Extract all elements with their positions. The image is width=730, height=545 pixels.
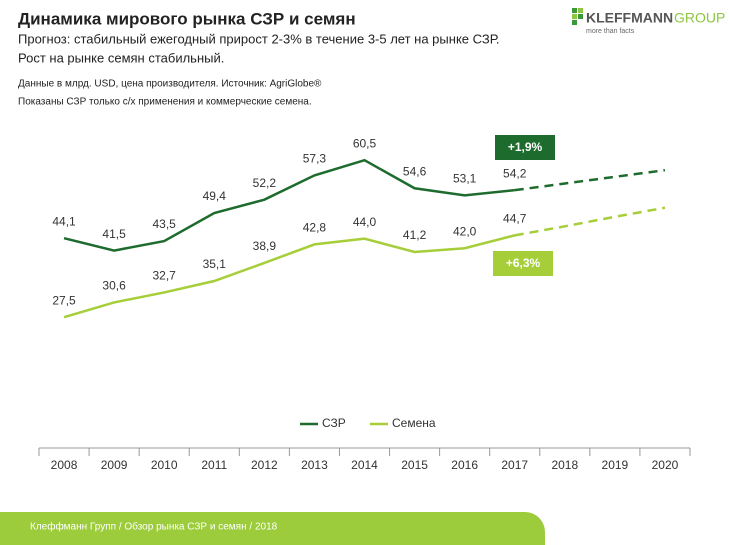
- data-label: 53,1: [453, 172, 477, 186]
- x-tick-label: 2012: [251, 458, 278, 472]
- data-label: 38,9: [253, 239, 277, 253]
- logo-name: KLEFFMANN: [586, 10, 673, 26]
- x-tick-label: 2020: [652, 458, 679, 472]
- logo-group: GROUP: [674, 10, 725, 26]
- x-tick-label: 2011: [201, 458, 227, 472]
- annotation-box: [493, 251, 553, 276]
- legend-label: Семена: [392, 416, 436, 430]
- x-tick-label: 2013: [301, 458, 328, 472]
- data-label: 44,7: [503, 212, 527, 226]
- data-label: 57,3: [303, 152, 327, 166]
- x-tick-label: 2019: [602, 458, 629, 472]
- x-tick-label: 2010: [151, 458, 178, 472]
- annotation: +1,9%: [508, 140, 543, 154]
- logo-tagline: more than facts: [586, 28, 635, 35]
- x-tick-label: 2009: [101, 458, 128, 472]
- data-label: 27,5: [52, 293, 76, 307]
- logo: KLEFFMANN GROUP more than facts: [572, 8, 725, 35]
- data-label: 54,6: [403, 164, 427, 178]
- forecast-line: [514, 168, 666, 192]
- data-label: 32,7: [153, 269, 177, 283]
- footer-bar: [0, 512, 545, 545]
- data-label: 54,2: [503, 166, 527, 180]
- data-label: 42,0: [453, 224, 477, 238]
- subtitle: Прогноз: стабильный ежегодный прирост 2-…: [18, 31, 500, 46]
- data-label: 60,5: [353, 136, 377, 150]
- data-label: 41,2: [403, 228, 427, 242]
- annotation-box: [495, 135, 555, 160]
- data-label: 52,2: [253, 176, 277, 190]
- x-tick-label: 2015: [401, 458, 428, 472]
- x-tick-label: 2018: [551, 458, 578, 472]
- data-label: 42,8: [303, 221, 327, 235]
- data-label: 41,5: [102, 227, 126, 241]
- data-label: 35,1: [203, 257, 227, 271]
- subtitle: Рост на рынке семян стабильный.: [18, 50, 224, 65]
- data-label: 30,6: [102, 279, 126, 293]
- x-tick-label: 2017: [501, 458, 528, 472]
- series-line: [63, 234, 516, 319]
- data-label: 44,1: [52, 214, 76, 228]
- x-tick-label: 2014: [351, 458, 378, 472]
- x-tick-label: 2016: [451, 458, 478, 472]
- series-line: [63, 158, 515, 252]
- data-label: 49,4: [203, 189, 227, 203]
- data-label: 43,5: [153, 217, 177, 231]
- data-label: 44,0: [353, 215, 377, 229]
- footer: Клеффманн Групп / Обзор рынка СЗР и семя…: [30, 521, 278, 533]
- legend-label: СЗР: [322, 416, 346, 430]
- chart-title: Динамика мирового рынка СЗР и семян: [18, 9, 356, 28]
- note: Показаны СЗР только с/х применения и ком…: [18, 97, 312, 108]
- annotation: +6,3%: [506, 256, 541, 270]
- x-tick-label: 2008: [51, 458, 78, 472]
- forecast-line: [514, 206, 666, 237]
- note: Данные в млрд. USD, цена производителя. …: [18, 79, 322, 90]
